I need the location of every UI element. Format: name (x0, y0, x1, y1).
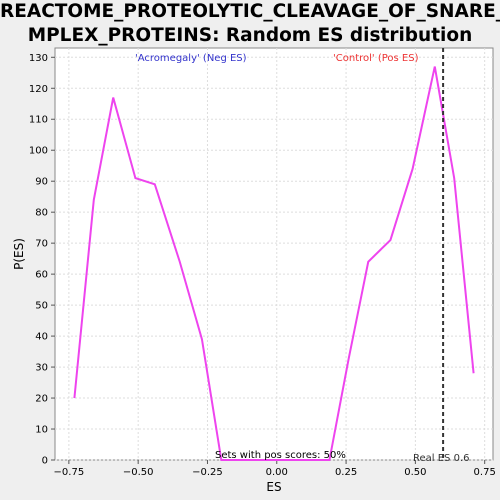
x-tick-label: 0.75 (474, 467, 496, 478)
plot-area (54, 47, 494, 461)
y-tick-label: 130 (29, 53, 48, 64)
chart-title-line-1: REACTOME_PROTEOLYTIC_CLEAVAGE_OF_SNARE_C… (0, 1, 500, 22)
y-axis-label: P(ES) (12, 238, 26, 270)
x-tick-label: −0.50 (123, 467, 154, 478)
x-axis-label: ES (266, 480, 281, 494)
chart-title: REACTOME_PROTEOLYTIC_CLEAVAGE_OF_SNARE_C… (0, 0, 500, 48)
chart-title-line-2: MPLEX_PROTEINS: Random ES distribution (27, 25, 473, 46)
y-axis-ticks: 0 10 20 30 40 50 60 70 80 90 100 110 120 130 (29, 53, 55, 467)
neg-es-annotation: 'Acromegaly' (Neg ES) (135, 53, 247, 64)
y-tick-label: 100 (29, 146, 48, 157)
y-tick-label: 20 (35, 394, 48, 405)
pos-es-annotation: 'Control' (Pos ES) (333, 53, 419, 64)
x-tick-label: 0.50 (404, 467, 426, 478)
y-tick-label: 60 (35, 270, 48, 281)
y-tick-label: 40 (35, 332, 48, 343)
es-density-line (73, 66, 475, 461)
pos-scores-annotation: Sets with pos scores: 50% (215, 450, 346, 461)
x-tick-label: 0.25 (335, 467, 357, 478)
y-tick-label: 80 (35, 208, 48, 219)
y-tick-label: 0 (42, 456, 48, 467)
x-tick-label: 0.00 (266, 467, 288, 478)
grid (55, 48, 493, 461)
x-axis-ticks: −0.75 −0.50 −0.25 0.00 0.25 0.50 0.75 (54, 460, 496, 478)
y-tick-label: 70 (35, 239, 48, 250)
y-tick-label: 120 (29, 84, 48, 95)
y-tick-label: 30 (35, 363, 48, 374)
y-tick-label: 10 (35, 425, 48, 436)
x-tick-label: −0.25 (192, 467, 223, 478)
y-tick-label: 110 (29, 115, 48, 126)
y-tick-label: 50 (35, 301, 48, 312)
y-tick-label: 90 (35, 177, 48, 188)
x-tick-label: −0.75 (54, 467, 85, 478)
real-es-label: Real ES 0.6 (413, 453, 469, 464)
